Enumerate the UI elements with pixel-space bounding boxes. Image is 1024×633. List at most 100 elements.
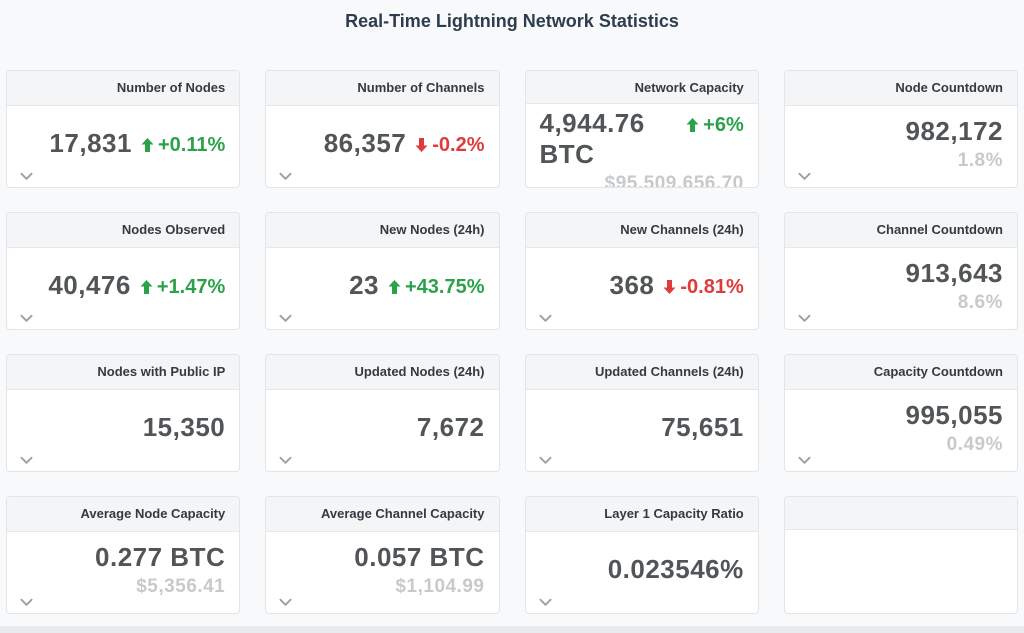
card-change: -0.2% [415, 133, 485, 157]
stat-card: Number of Channels 86,357 -0.2% [265, 70, 500, 188]
stats-grid: Number of Nodes 17,831 +0.11% [0, 70, 1024, 614]
card-value: 17,831 [49, 128, 132, 158]
expand-toggle[interactable] [537, 312, 554, 325]
expand-toggle[interactable] [277, 170, 294, 183]
card-title: New Nodes (24h) [379, 222, 485, 237]
card-body: 75,651 [526, 390, 758, 471]
stat-card: Layer 1 Capacity Ratio 0.023546% [524, 496, 759, 614]
card-secondary: $5,356.41 [136, 575, 226, 597]
card-value: 7,672 [416, 412, 485, 442]
stat-card-header: Nodes Observed [7, 213, 240, 248]
card-body: 40,476 +1.47% [7, 248, 239, 329]
change-label: -0.2% [432, 133, 485, 156]
change-label: -0.81% [680, 275, 744, 298]
chevron-down-icon [20, 456, 33, 464]
card-value: 15,350 [142, 412, 226, 442]
stat-card: Network Capacity 4,944.76 BTC +6% $95,50… [524, 70, 759, 188]
stat-card-header: Average Node Capacity [7, 497, 240, 532]
expand-toggle[interactable] [18, 596, 35, 609]
stat-card-header: Nodes with Public IP [7, 355, 240, 390]
value-row: 368 -0.81% [609, 270, 743, 301]
page-title: Real-Time Lightning Network Statistics [345, 11, 679, 31]
chevron-down-icon [798, 172, 811, 180]
value-row: 995,055 [906, 400, 1003, 431]
value-row: 40,476 +1.47% [48, 270, 225, 301]
card-body: 995,055 0.49% [785, 390, 1017, 471]
stat-card: Updated Nodes (24h) 7,672 [265, 354, 500, 472]
chevron-down-icon [279, 172, 292, 180]
stat-card-header: Node Countdown [784, 71, 1017, 106]
card-change: +0.11% [141, 134, 225, 157]
stat-card: Updated Channels (24h) 75,651 [524, 354, 759, 472]
value-row: 86,357 -0.2% [324, 128, 485, 159]
arrow-up-icon [140, 280, 153, 294]
expand-toggle[interactable] [796, 170, 813, 183]
stat-card: Nodes Observed 40,476 +1.47% [6, 212, 241, 330]
stat-card: New Nodes (24h) 23 +43.75% [265, 212, 500, 330]
card-value: 86,357 [323, 128, 407, 158]
stat-card-header: Network Capacity [525, 71, 758, 104]
card-value: 23 [349, 270, 379, 300]
card-change: +1.47% [140, 276, 225, 299]
card-value: 913,643 [905, 257, 1003, 288]
expand-toggle[interactable] [796, 312, 813, 325]
expand-toggle[interactable] [277, 596, 294, 609]
arrow-up-icon [141, 138, 154, 152]
card-body: 86,357 -0.2% [266, 106, 498, 187]
stat-card: Number of Nodes 17,831 +0.11% [6, 70, 241, 188]
stat-card-header: Layer 1 Capacity Ratio [525, 497, 758, 532]
chevron-down-icon [538, 314, 552, 322]
value-row: 75,651 [661, 412, 744, 443]
card-title: New Channels (24h) [620, 222, 744, 237]
stat-card [783, 496, 1018, 614]
value-row: 0.023546% [608, 554, 744, 585]
card-title: Layer 1 Capacity Ratio [604, 506, 744, 521]
stat-card-header: Updated Channels (24h) [525, 355, 758, 390]
card-secondary: 1.8% [957, 149, 1003, 171]
card-value: 4,944.76 BTC [539, 108, 645, 169]
card-title: Average Node Capacity [80, 506, 226, 521]
card-value: 0.023546% [607, 554, 744, 584]
stat-card: Capacity Countdown 995,055 0.49% [783, 354, 1018, 472]
change-label: +6% [703, 113, 744, 136]
card-value: 0.277 BTC [95, 541, 226, 572]
card-body: 4,944.76 BTC +6% $95,509,656.70 [526, 104, 758, 187]
stat-card: Node Countdown 982,172 1.8% [783, 70, 1018, 188]
card-title: Updated Nodes (24h) [354, 364, 485, 379]
expand-toggle[interactable] [18, 454, 35, 467]
stat-card-header: Average Channel Capacity [266, 497, 499, 532]
chevron-down-icon [538, 456, 552, 464]
expand-toggle[interactable] [277, 454, 294, 467]
card-secondary: $1,104.99 [395, 575, 485, 597]
value-row: 982,172 [906, 116, 1003, 147]
expand-toggle[interactable] [18, 312, 35, 325]
card-title: Node Countdown [895, 80, 1003, 95]
expand-toggle[interactable] [796, 454, 813, 467]
stat-card-header: Channel Countdown [784, 213, 1017, 248]
card-title: Number of Nodes [116, 80, 226, 95]
card-value: 40,476 [48, 270, 131, 300]
card-body: 0.023546% [526, 532, 758, 613]
expand-toggle[interactable] [18, 170, 35, 183]
value-row: 4,944.76 BTC +6% [540, 108, 744, 170]
chevron-down-icon [798, 314, 811, 322]
expand-toggle[interactable] [537, 454, 554, 467]
card-title: Channel Countdown [876, 222, 1003, 237]
stat-card: Nodes with Public IP 15,350 [6, 354, 241, 472]
expand-toggle[interactable] [537, 596, 554, 609]
card-title: Nodes Observed [121, 222, 226, 237]
change-label: +0.11% [157, 133, 226, 156]
card-secondary: 8.6% [957, 291, 1003, 313]
card-title: Nodes with Public IP [97, 364, 226, 379]
card-title: Average Channel Capacity [320, 506, 485, 521]
chevron-down-icon [20, 172, 33, 180]
stat-card-header: Number of Channels [266, 71, 499, 106]
stat-card: New Channels (24h) 368 -0.81% [524, 212, 759, 330]
chevron-down-icon [20, 598, 33, 606]
card-title: Number of Channels [357, 80, 485, 95]
stat-card-header: New Channels (24h) [525, 213, 758, 248]
stat-card-header [784, 497, 1017, 530]
card-value: 75,651 [661, 412, 744, 442]
expand-toggle[interactable] [277, 312, 294, 325]
value-row: 913,643 [906, 258, 1003, 289]
